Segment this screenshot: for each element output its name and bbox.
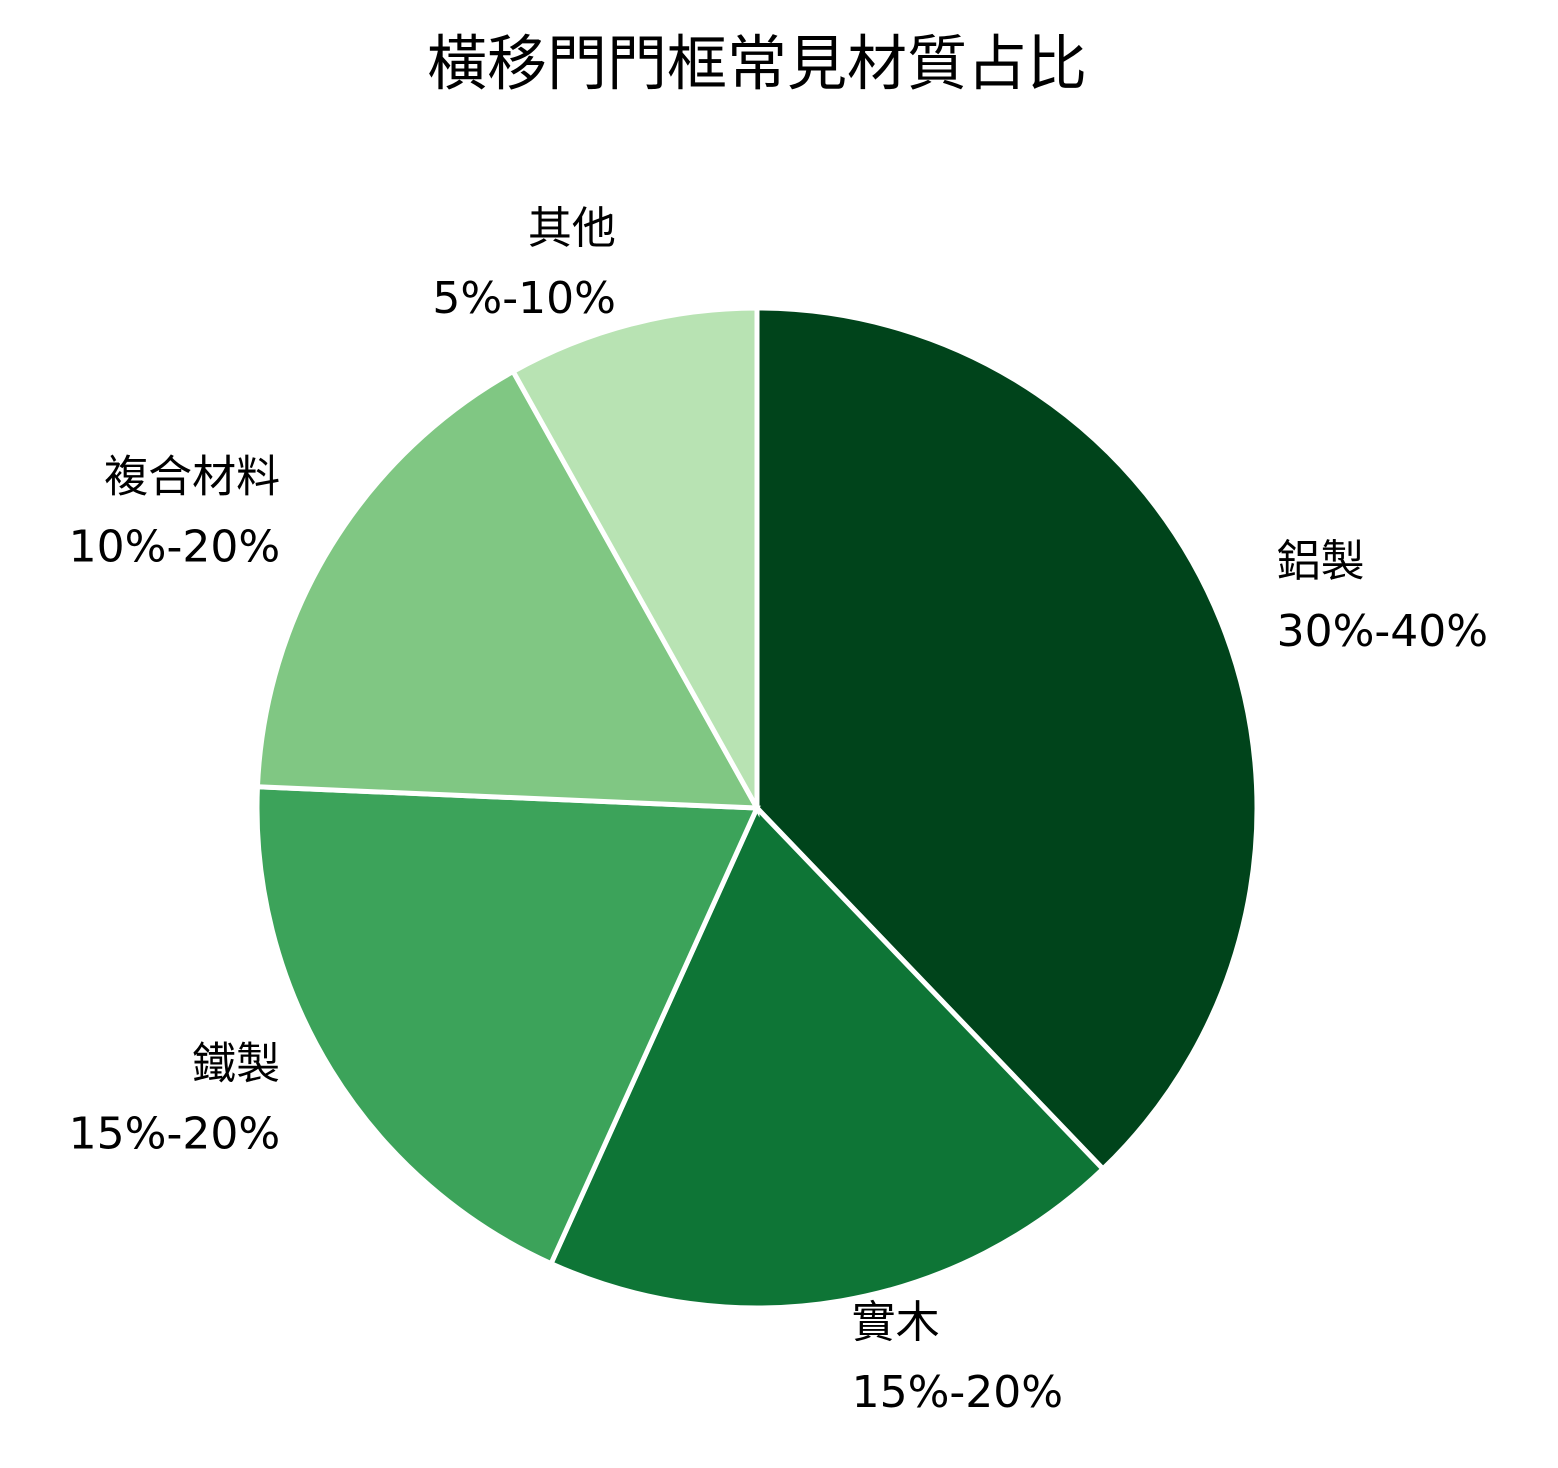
value-label: 15%-20%	[852, 1367, 1063, 1418]
pie-slice	[254, 368, 762, 811]
slice-label: 複合材料	[104, 451, 280, 502]
chart-title: 橫移門門框常見材質占比	[427, 30, 1087, 100]
pie-slice	[547, 803, 1107, 1311]
slice-label: 實木	[852, 1297, 940, 1348]
slice-label: 鋁製	[1277, 536, 1365, 587]
pie-slice	[509, 305, 760, 818]
value-label: 5%-10%	[432, 273, 615, 324]
value-label: 30%-40%	[1277, 606, 1488, 657]
pie-slice	[254, 784, 761, 1267]
pie-slice	[754, 305, 1260, 1173]
slice-label: 鐵製	[192, 1039, 280, 1090]
value-label: 10%-20%	[69, 521, 280, 572]
slice-label: 其他	[528, 203, 616, 254]
value-label: 15%-20%	[69, 1109, 280, 1160]
